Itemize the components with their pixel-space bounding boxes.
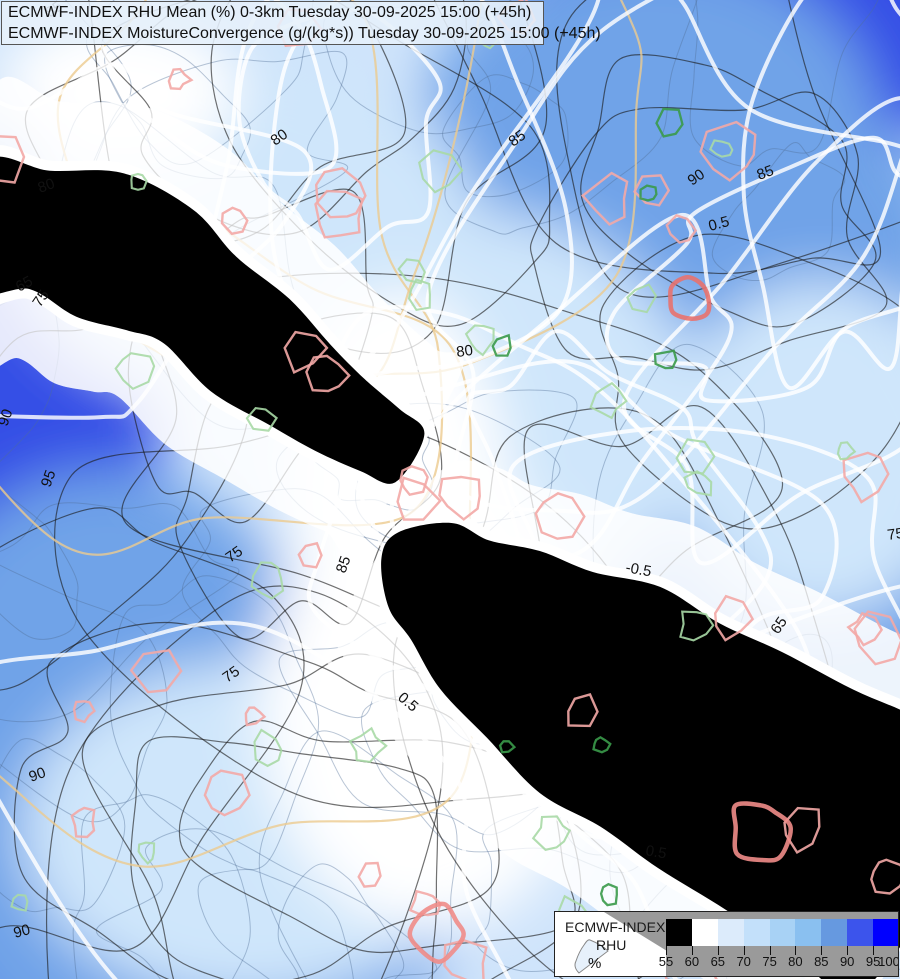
svg-text:%: % [588,955,601,972]
svg-text:0.5: 0.5 [644,842,667,862]
svg-text:80: 80 [455,342,474,361]
svg-text:75: 75 [886,525,900,544]
